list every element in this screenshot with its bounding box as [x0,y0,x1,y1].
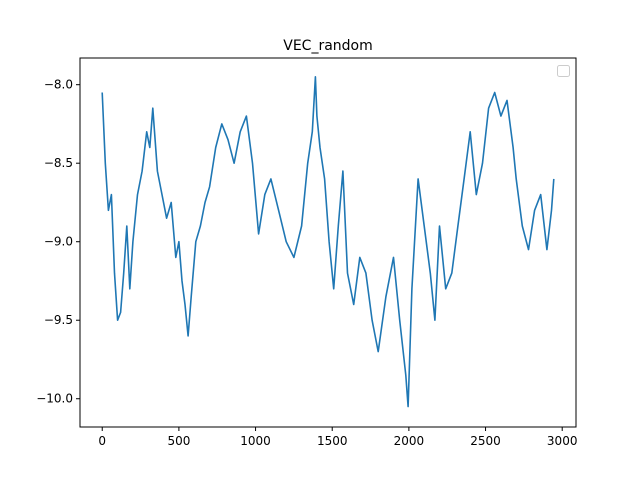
y-tick-label: −10.0 [36,392,73,406]
series-line-0 [101,76,555,408]
y-tick-label: −8.5 [44,156,73,170]
x-tick-label: 2500 [470,434,501,448]
y-tick-label: −9.0 [44,235,73,249]
y-tick-label: −9.5 [44,313,73,327]
x-tick-label: 3000 [547,434,578,448]
y-tick-label: −8.0 [44,78,73,92]
chart-title: VEC_random [283,38,373,54]
x-tick-label: 500 [167,434,190,448]
axes-frame [79,57,577,428]
legend-box [557,65,570,77]
x-tick-label: 2000 [394,434,425,448]
x-tick-label: 1500 [317,434,348,448]
plot-area [101,76,555,408]
x-tick-label: 0 [98,434,106,448]
x-tick-label: 1000 [240,434,271,448]
x-axis: 0 500 1000 1500 2000 2500 3000 [98,427,577,448]
y-axis: −8.0 −8.5 −9.0 −9.5 −10.0 [36,78,80,406]
